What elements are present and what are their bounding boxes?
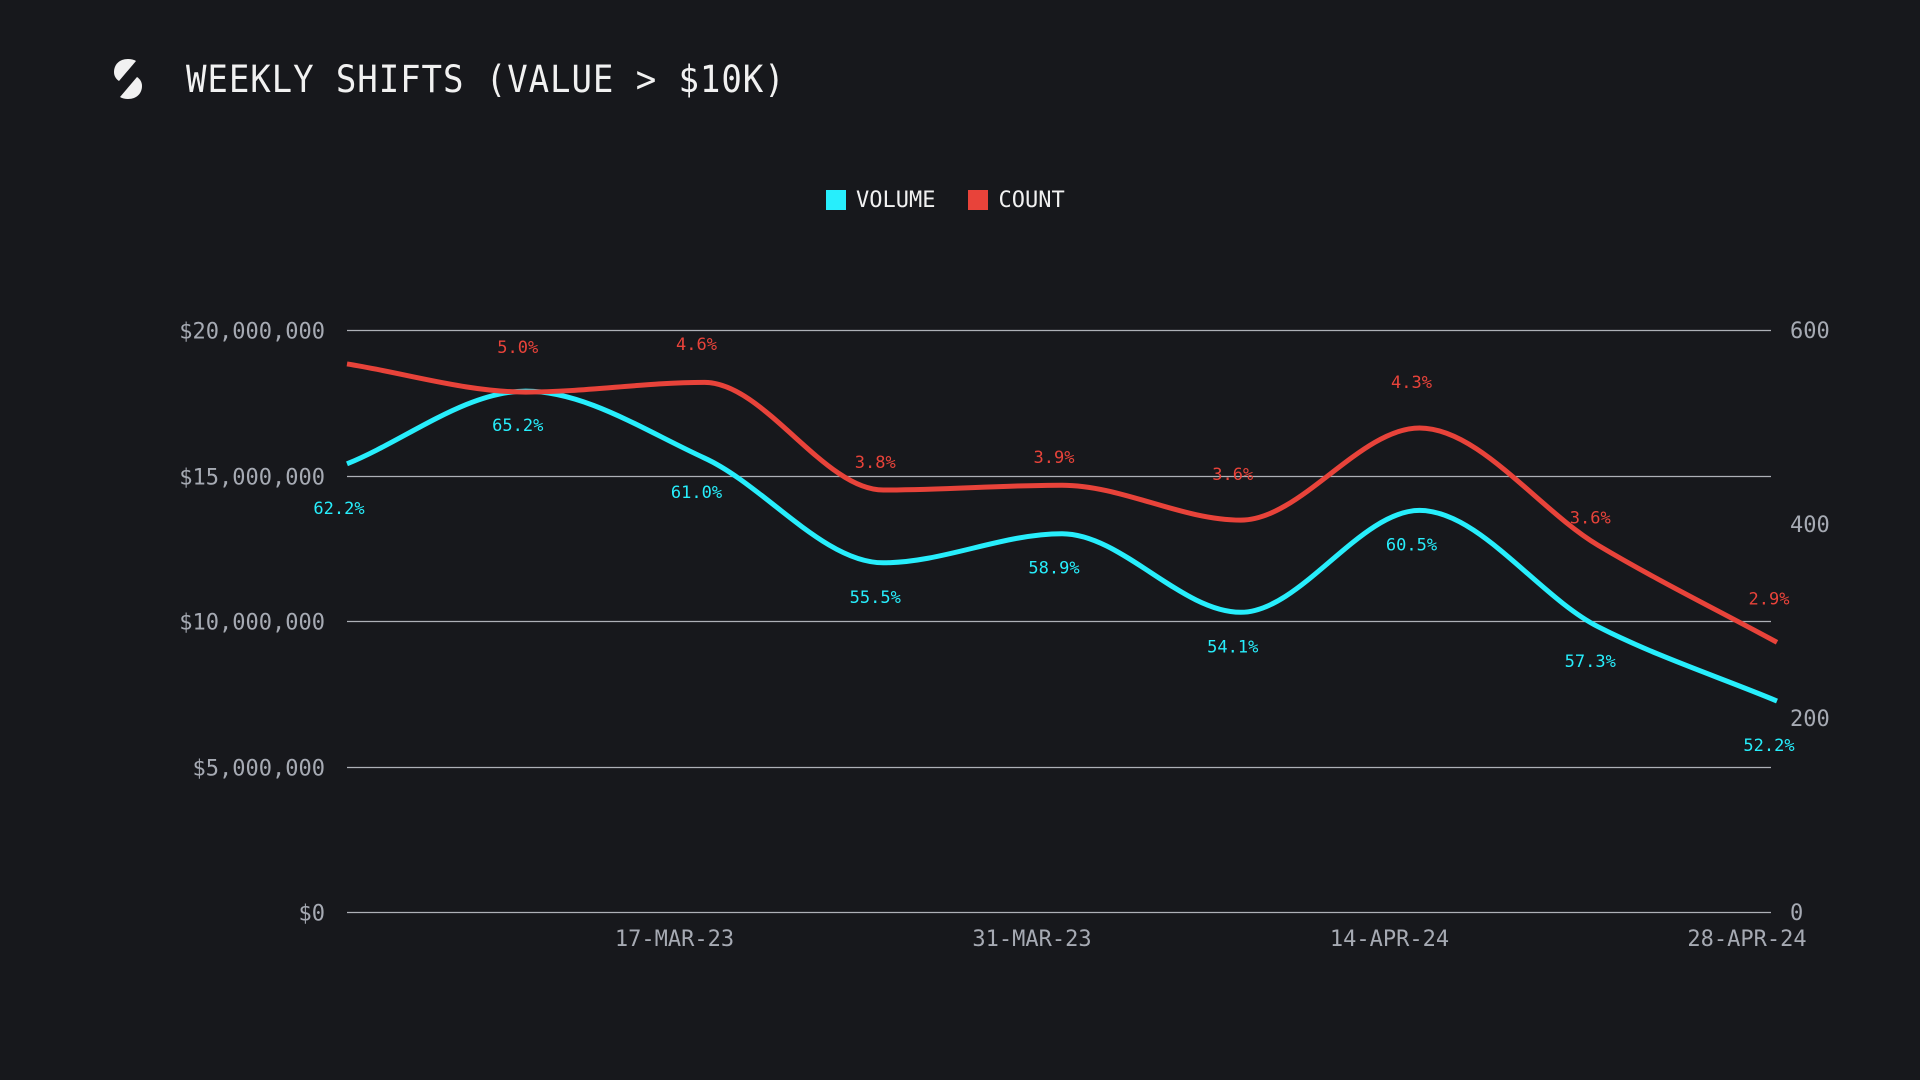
- right-axis-tick-label: 200: [1790, 707, 1830, 732]
- data-label-volume: 62.2%: [313, 499, 364, 519]
- point-labels: 62.2% 65.2% 61.0% 55.5% 58.9% 54.1% 60.5% 57.3%…: [313, 335, 1794, 756]
- legend-label-count: COUNT: [998, 187, 1065, 213]
- data-label-count: 3.6%: [1212, 465, 1253, 485]
- data-label-volume: 58.9%: [1028, 559, 1079, 579]
- data-label-count: 2.9%: [1749, 589, 1790, 609]
- chart-legend: VOLUME COUNT: [826, 185, 1098, 215]
- data-label-volume: 57.3%: [1565, 652, 1616, 672]
- slashed-s-logo-icon: [114, 59, 142, 99]
- left-axis-tick-label: $5,000,000: [193, 757, 325, 782]
- series-lines: [346, 361, 1779, 704]
- data-label-count: 4.3%: [1391, 373, 1432, 393]
- data-label-count: 3.9%: [1034, 448, 1075, 468]
- x-axis: 17-MAR-23 31-MAR-23 14-APR-24 28-APR-24: [615, 927, 1807, 952]
- legend-label-volume: VOLUME: [856, 187, 936, 213]
- right-y-axis: 0 200 400 600: [1790, 319, 1830, 926]
- data-label-volume: 54.1%: [1207, 637, 1258, 657]
- legend-item-count[interactable]: COUNT: [968, 187, 1065, 213]
- right-axis-tick-label: 600: [1790, 319, 1830, 344]
- chart-title: WEEKLY SHIFTS (VALUE > $10K): [186, 57, 786, 101]
- x-axis-tick-label: 28-APR-24: [1687, 927, 1806, 952]
- x-axis-tick-label: 14-APR-24: [1330, 927, 1449, 952]
- left-axis-tick-label: $15,000,000: [179, 466, 325, 491]
- left-axis-tick-label: $20,000,000: [179, 320, 325, 345]
- data-label-volume: 55.5%: [850, 588, 901, 608]
- data-label-volume: 52.2%: [1743, 736, 1794, 756]
- x-axis-tick-label: 17-MAR-23: [615, 927, 734, 952]
- data-label-volume: 65.2%: [492, 416, 543, 436]
- legend-swatch-count: [968, 190, 989, 210]
- series-line-volume: [346, 388, 1778, 704]
- series-line-count: [346, 361, 1779, 645]
- grid-lines: [347, 329, 1771, 914]
- data-label-volume: 60.5%: [1386, 535, 1437, 555]
- left-y-axis: $0 $5,000,000 $10,000,000 $15,000,000 $20,00…: [179, 320, 325, 927]
- left-axis-tick-label: $0: [299, 902, 326, 927]
- right-axis-tick-label: 400: [1790, 513, 1830, 538]
- data-label-volume: 61.0%: [671, 483, 722, 503]
- chart-header: WEEKLY SHIFTS (VALUE > $10K): [112, 56, 838, 102]
- data-label-count: 5.0%: [497, 338, 538, 358]
- right-axis-tick-label: 0: [1790, 901, 1803, 926]
- data-label-count: 4.6%: [676, 335, 717, 355]
- legend-item-volume[interactable]: VOLUME: [826, 188, 935, 213]
- left-axis-tick-label: $10,000,000: [179, 611, 325, 636]
- legend-swatch-volume: [826, 190, 846, 210]
- data-label-count: 3.8%: [855, 453, 896, 473]
- data-label-count: 3.6%: [1570, 508, 1611, 528]
- x-axis-tick-label: 31-MAR-23: [972, 927, 1091, 952]
